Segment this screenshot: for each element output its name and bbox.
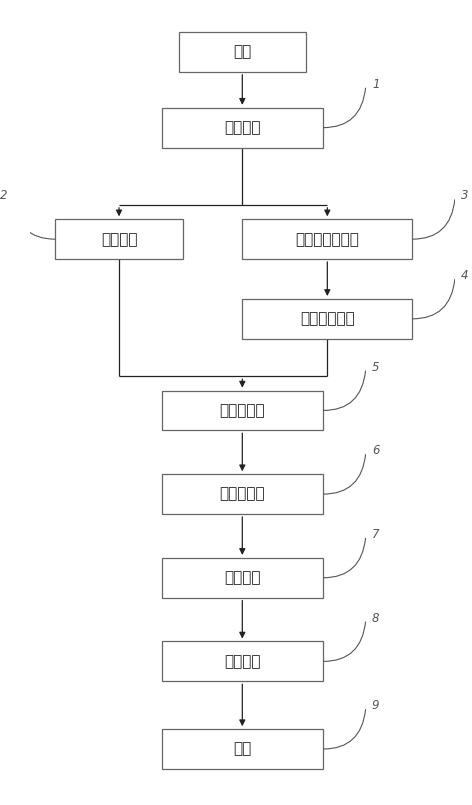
Text: 出库: 出库 [233, 741, 252, 757]
Text: 4: 4 [461, 269, 469, 282]
Text: 诱导期培养: 诱导期培养 [219, 403, 265, 418]
Text: 1: 1 [372, 78, 379, 91]
Bar [161, 558, 323, 597]
Text: 分离离心: 分离离心 [224, 120, 261, 135]
Text: 5: 5 [372, 361, 379, 374]
Text: 开始: 开始 [233, 44, 252, 60]
Bar [161, 642, 323, 681]
Text: 2: 2 [0, 189, 8, 202]
Text: 8: 8 [372, 612, 379, 625]
Text: 激活血浆: 激活血浆 [101, 232, 137, 246]
Bar [161, 108, 323, 147]
Text: 3: 3 [461, 189, 469, 202]
Text: 漂洗淤巴细胞: 漂洗淤巴细胞 [300, 312, 354, 326]
Bar [161, 390, 323, 431]
Text: 稀释细胞: 稀释细胞 [224, 654, 261, 669]
Text: 9: 9 [372, 700, 379, 712]
Text: 6: 6 [372, 444, 379, 457]
Bar [55, 219, 183, 259]
Bar [242, 219, 413, 259]
Bar [178, 32, 306, 72]
Text: 分离血细胞溶液: 分离血细胞溶液 [295, 232, 359, 246]
Text: 7: 7 [372, 528, 379, 541]
Bar [161, 474, 323, 514]
Text: 生长期培养: 生长期培养 [219, 486, 265, 502]
Bar [242, 299, 413, 339]
Bar [161, 729, 323, 769]
Text: 冲洗细胞: 冲洗细胞 [224, 570, 261, 585]
